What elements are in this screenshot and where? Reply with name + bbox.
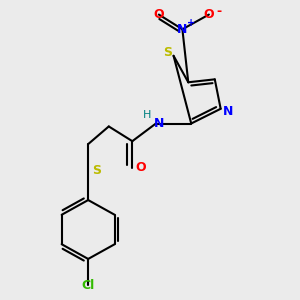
Text: H: H — [143, 110, 151, 120]
Text: N: N — [223, 105, 233, 118]
Text: S: S — [163, 46, 172, 59]
Text: +: + — [187, 18, 195, 28]
Text: O: O — [204, 8, 214, 21]
Text: O: O — [136, 161, 146, 174]
Text: S: S — [92, 164, 101, 177]
Text: Cl: Cl — [82, 279, 95, 292]
Text: -: - — [217, 5, 222, 18]
Text: N: N — [177, 23, 188, 36]
Text: O: O — [154, 8, 164, 21]
Text: N: N — [154, 117, 164, 130]
